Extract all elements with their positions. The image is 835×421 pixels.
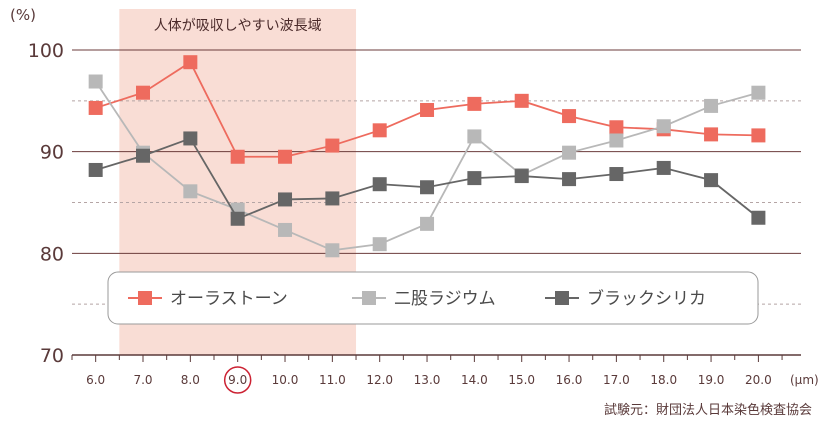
y-axis-ticks: 100 90 80 70 <box>28 40 64 367</box>
x-axis-unit: (μm) <box>790 373 819 387</box>
x-tick-label: 7.0 <box>133 373 152 387</box>
data-point <box>183 55 198 70</box>
data-point <box>420 216 435 231</box>
data-point <box>562 145 577 160</box>
data-point <box>136 85 151 100</box>
data-point <box>230 211 245 226</box>
legend-box <box>107 271 759 325</box>
legend-item: 二股ラジウム <box>352 289 496 309</box>
data-point <box>609 133 624 148</box>
data-point <box>420 102 435 117</box>
x-tick-label: 11.0 <box>319 373 346 387</box>
x-tick-label: 12.0 <box>366 373 393 387</box>
x-tick-label: 9.0 <box>228 373 247 387</box>
data-point <box>325 138 340 153</box>
data-point <box>467 129 482 144</box>
series-1 <box>88 55 766 164</box>
x-tick-label: 8.0 <box>181 373 200 387</box>
x-tick-label: 19.0 <box>698 373 725 387</box>
data-point <box>751 85 766 100</box>
data-point <box>562 172 577 187</box>
x-tick-label: 14.0 <box>461 373 488 387</box>
data-point <box>372 237 387 252</box>
x-tick-label: 6.0 <box>86 373 105 387</box>
x-axis-ticks: 6.0 7.0 8.0 9.0 10.0 11.0 12.0 13.0 14.0 15.0 16.0… <box>71 355 783 387</box>
data-point <box>372 177 387 192</box>
source-note: 試験元：財団法人日本染色検査協会 <box>604 402 812 418</box>
data-point <box>88 74 103 89</box>
x-tick-label: 17.0 <box>603 373 630 387</box>
y-tick-label: 70 <box>40 345 64 367</box>
highlight-tick-circle <box>223 366 252 394</box>
data-point <box>751 210 766 225</box>
x-tick-label: 20.0 <box>745 373 772 387</box>
series-3 <box>88 131 766 226</box>
y-axis-unit: (%) <box>10 6 36 24</box>
x-tick-label: 10.0 <box>272 373 299 387</box>
x-tick-label: 13.0 <box>414 373 441 387</box>
data-point <box>372 123 387 138</box>
data-point <box>325 243 340 258</box>
data-point <box>88 100 103 115</box>
data-point <box>183 131 198 146</box>
data-point <box>514 169 529 184</box>
data-point <box>656 160 671 175</box>
data-point <box>136 148 151 163</box>
data-point <box>467 171 482 186</box>
y-tick-label: 80 <box>40 243 64 265</box>
series-layer <box>88 55 766 258</box>
data-point <box>325 191 340 206</box>
data-point <box>562 109 577 124</box>
data-point <box>704 127 719 142</box>
legend-item: オーラストーン <box>128 289 288 309</box>
legend-marker <box>362 291 376 305</box>
data-point <box>609 120 624 135</box>
data-point <box>656 119 671 134</box>
legend-label: 二股ラジウム <box>394 289 496 309</box>
legend: オーラストーン 二股ラジウム ブラックシリカ <box>107 271 759 325</box>
data-point <box>420 180 435 195</box>
y-tick-label: 100 <box>28 40 64 62</box>
data-point <box>751 128 766 143</box>
legend-marker <box>138 291 152 305</box>
data-point <box>514 93 529 108</box>
data-point <box>278 192 293 207</box>
legend-marker <box>555 291 569 305</box>
data-point <box>704 98 719 113</box>
data-point <box>467 96 482 111</box>
highlight-band-label: 人体が吸収しやすい波長域 <box>154 18 322 34</box>
legend-item: ブラックシリカ <box>545 288 706 309</box>
y-tick-label: 90 <box>40 142 64 164</box>
data-point <box>183 184 198 199</box>
x-tick-label: 16.0 <box>556 373 583 387</box>
legend-label: ブラックシリカ <box>587 288 706 309</box>
data-point <box>278 149 293 164</box>
data-point <box>704 173 719 188</box>
data-point <box>230 149 245 164</box>
x-tick-label: 18.0 <box>650 373 677 387</box>
data-point <box>88 162 103 177</box>
data-point <box>609 167 624 182</box>
legend-label: オーラストーン <box>170 289 288 309</box>
x-tick-label: 15.0 <box>508 373 535 387</box>
data-point <box>278 222 293 237</box>
